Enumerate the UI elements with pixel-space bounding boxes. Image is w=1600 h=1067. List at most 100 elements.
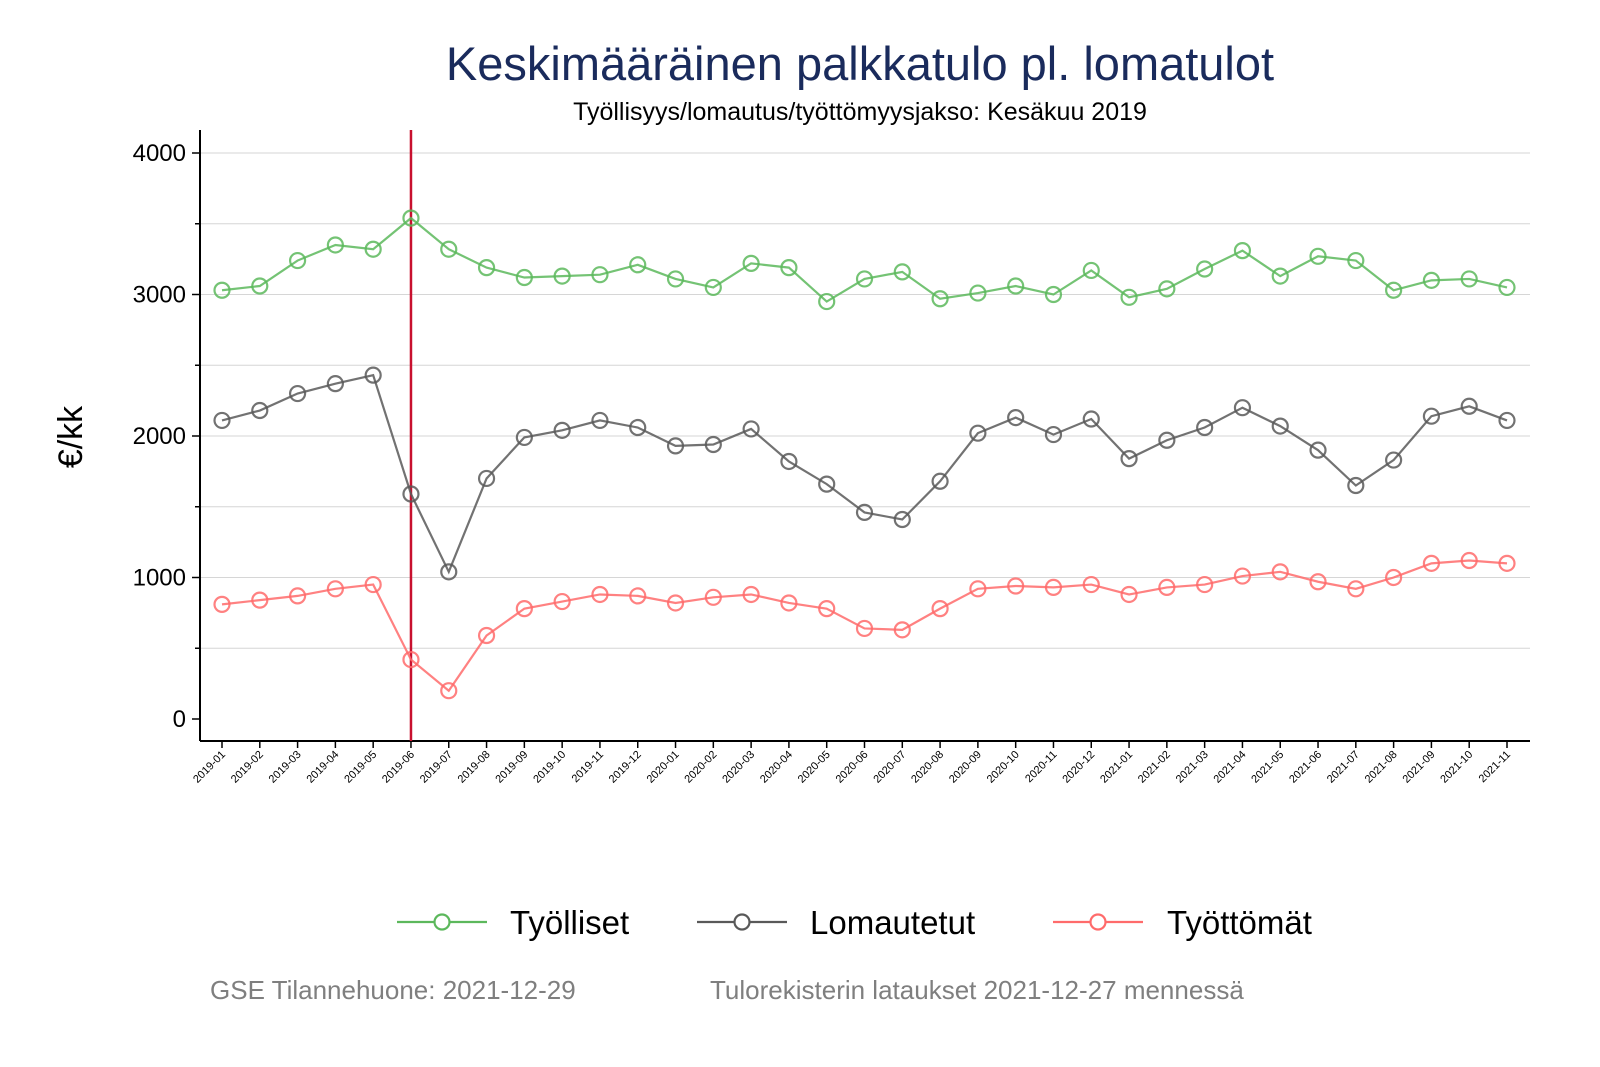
- x-tick-label: 2021-07: [1325, 749, 1362, 786]
- x-tick-label: 2019-04: [304, 749, 341, 786]
- x-tick-label: 2019-12: [607, 749, 644, 786]
- x-tick-label: 2021-10: [1438, 749, 1475, 786]
- x-tick-label: 2021-03: [1174, 749, 1211, 786]
- x-tick-label: 2020-05: [796, 749, 833, 786]
- x-tick-label: 2019-09: [493, 749, 530, 786]
- data-point: [515, 268, 533, 287]
- x-axis-ticks: 2019-01 2019-02 2019-03 2019-04 2019-05 2019-…: [191, 741, 1513, 786]
- data-point: [1158, 578, 1176, 597]
- data-point: [1007, 277, 1025, 295]
- legend-marker: [733, 913, 751, 931]
- x-tick-label: 2020-06: [834, 749, 871, 786]
- x-tick-label: 2021-01: [1098, 749, 1135, 786]
- x-tick-label: 2021-09: [1400, 749, 1437, 786]
- data-point: [213, 595, 231, 613]
- data-point: [1082, 410, 1100, 428]
- data-point: [288, 251, 307, 270]
- x-tick-label: 2019-02: [229, 749, 266, 786]
- data-point: [288, 587, 307, 605]
- data-point: [1196, 418, 1214, 437]
- legend-marker: [1089, 913, 1107, 931]
- series-line: [221, 559, 1508, 693]
- data-point: [1044, 578, 1063, 597]
- data-point: [629, 418, 647, 437]
- data-point: [1196, 260, 1214, 278]
- legend-label: Työttömät: [1167, 904, 1312, 941]
- data-point: [402, 485, 420, 503]
- data-point: [1082, 261, 1100, 280]
- data-point: [515, 600, 533, 618]
- data-point: [1347, 251, 1365, 270]
- data-point: [780, 594, 798, 612]
- data-point: [326, 580, 344, 598]
- legend-item: Työttömät: [1053, 904, 1312, 941]
- data-point: [402, 209, 420, 227]
- data-point: [893, 510, 911, 529]
- data-point: [326, 236, 344, 254]
- x-tick-label: 2020-12: [1060, 749, 1097, 786]
- data-point: [1082, 575, 1100, 594]
- data-point: [629, 587, 647, 605]
- data-point: [666, 594, 685, 612]
- data-point: [251, 401, 269, 420]
- data-point: [553, 267, 571, 285]
- data-point: [969, 284, 987, 302]
- data-point: [969, 580, 987, 598]
- data-point: [553, 421, 571, 439]
- data-point: [364, 366, 382, 384]
- data-point: [288, 384, 307, 403]
- y-tick-label: 3000: [133, 282, 186, 309]
- legend-label: Lomautetut: [810, 904, 975, 941]
- y-tick-label: 2000: [133, 423, 186, 450]
- data-point: [780, 452, 798, 471]
- series-lomautetut: [213, 366, 1516, 581]
- y-axis-label: €/kk: [52, 405, 90, 468]
- data-point: [742, 585, 760, 604]
- data-point: [1158, 431, 1176, 449]
- data-point: [855, 503, 874, 522]
- data-point: [1271, 417, 1289, 435]
- x-tick-label: 2020-03: [720, 749, 757, 786]
- data-point: [1158, 280, 1176, 298]
- x-tick-label: 2020-10: [985, 749, 1022, 786]
- data-point: [666, 270, 685, 288]
- data-point: [440, 682, 458, 700]
- data-point: [1460, 551, 1478, 570]
- data-point: [440, 563, 458, 581]
- data-point: [477, 469, 496, 488]
- data-point: [893, 621, 911, 639]
- data-point: [666, 437, 685, 455]
- x-tick-label: 2019-05: [342, 749, 379, 786]
- series-line: [221, 373, 1508, 575]
- data-point: [1385, 451, 1403, 469]
- data-point: [251, 277, 269, 295]
- data-point: [1271, 267, 1289, 285]
- data-point: [591, 585, 609, 604]
- data-point: [931, 290, 949, 308]
- x-tick-label: 2019-03: [267, 749, 304, 786]
- footer-note: Tulorekisterin lataukset 2021-12-27 menn…: [710, 975, 1244, 1005]
- data-point: [1309, 247, 1327, 265]
- series-työlliset: [213, 209, 1516, 311]
- data-point: [1347, 476, 1365, 495]
- data-point: [1120, 585, 1138, 604]
- data-point: [591, 266, 609, 284]
- data-point: [1422, 407, 1441, 425]
- data-point: [931, 600, 949, 618]
- data-point: [704, 588, 722, 606]
- data-point: [742, 254, 760, 272]
- data-point: [402, 650, 420, 669]
- y-tick-label: 0: [173, 706, 186, 733]
- data-point: [818, 600, 836, 618]
- data-point: [742, 420, 760, 438]
- x-tick-label: 2019-10: [531, 749, 568, 786]
- x-tick-label: 2019-06: [380, 749, 417, 786]
- data-point: [629, 256, 647, 274]
- data-point: [855, 270, 874, 288]
- x-tick-label: 2020-07: [871, 749, 908, 786]
- data-point: [1347, 580, 1365, 598]
- data-point: [440, 240, 458, 258]
- footer-source: GSE Tilannehuone: 2021-12-29: [210, 975, 576, 1005]
- legend: Työlliset Lomautetut Työttömät: [397, 904, 1312, 941]
- data-point: [1385, 281, 1403, 299]
